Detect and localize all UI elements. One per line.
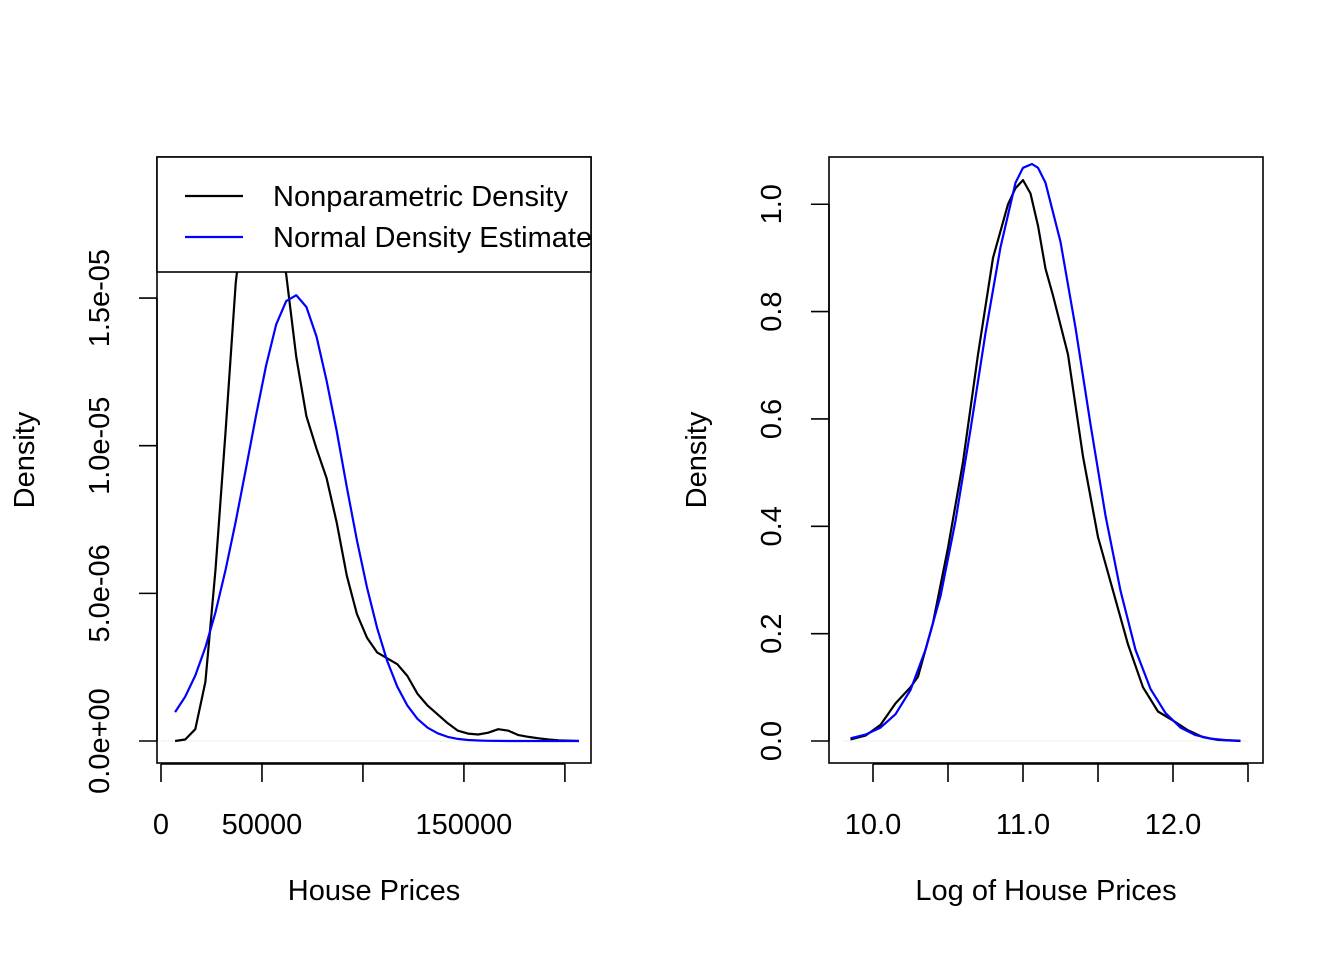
right-x-tick-label: 11.0 [996, 809, 1050, 841]
right-y-tick-label: 0.0 [756, 721, 788, 761]
left-series-normal-line [174, 294, 579, 743]
right-y-tick-label: 0.2 [756, 613, 788, 653]
right-series-normal-line [850, 162, 1241, 742]
legend-label-nonparametric: Nonparametric Density [273, 181, 568, 213]
left-y-tick-label: 1.0e-05 [84, 397, 116, 495]
left-y-axis-title: Density [9, 411, 41, 508]
right-x-axis-title: Log of House Prices [915, 875, 1176, 907]
right-x-tick-label: 10.0 [845, 809, 901, 841]
right-x-tick-label: 12.0 [1145, 809, 1201, 841]
right-series-nonparametric-line [850, 179, 1241, 743]
plot-house-prices: 0 50000 150000 0.0e+00 5.0e-06 1.0e-05 1.5e-05… [9, 156, 592, 907]
right-y-axis-title: Density [681, 411, 713, 508]
legend: Nonparametric Density Normal Density Esti… [156, 156, 592, 273]
left-y-tick-label: 1.5e-05 [84, 249, 116, 347]
right-y-tick-label: 0.4 [756, 506, 788, 546]
right-y-tick-label: 1.0 [756, 184, 788, 224]
plot-log-house-prices: 10.0 11.0 12.0 0.0 0.2 0.4 0.6 0.8 1.0 Log of Hou… [681, 156, 1264, 907]
right-y-tick-label: 0.8 [756, 291, 788, 331]
legend-label-normal: Normal Density Estimate [273, 222, 592, 254]
legend-box [156, 156, 592, 273]
left-y-tick-label: 0.0e+00 [84, 688, 116, 794]
left-x-tick-label: 50000 [222, 809, 303, 841]
left-y-tick-label: 5.0e-06 [84, 544, 116, 642]
left-x-tick-label: 150000 [416, 809, 513, 841]
right-y-tick-label: 0.6 [756, 399, 788, 439]
left-x-axis-title: House Prices [288, 875, 460, 907]
left-x-tick-label: 0 [153, 809, 169, 841]
